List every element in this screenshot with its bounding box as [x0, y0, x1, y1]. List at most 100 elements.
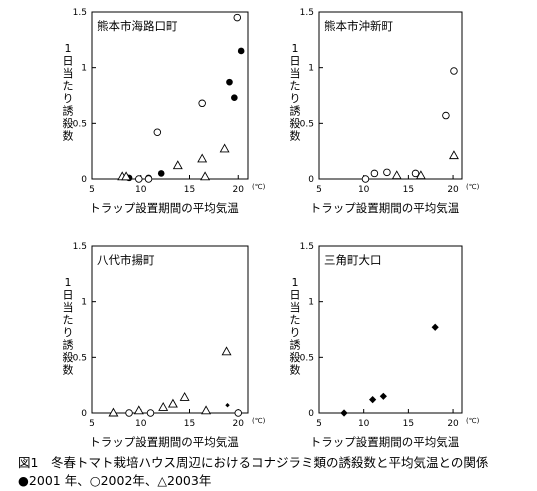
- marker-open-circle: [383, 168, 391, 177]
- y-tick-label: 1.5: [73, 8, 87, 18]
- y-tick-label: 0.5: [73, 353, 87, 363]
- x-tick-label: 5: [89, 419, 95, 429]
- y-axis-title: 1 日当たり誘殺数: [63, 276, 74, 377]
- y-axis-title-char: り: [290, 92, 301, 105]
- y-axis-title-char: 日: [63, 55, 74, 68]
- y-axis-title-char: 日: [63, 289, 74, 302]
- y-axis-title-char: 数: [290, 130, 301, 143]
- plot-frame: [318, 11, 463, 180]
- x-tick-label: 5: [316, 419, 322, 429]
- y-tick-label: 0: [308, 175, 314, 185]
- x-tick-label: 15: [184, 419, 195, 429]
- y-axis-title-char: 当: [63, 66, 74, 80]
- marker-open-triangle: [179, 391, 190, 401]
- y-axis-title-char: 1: [292, 276, 299, 289]
- marker-filled-diamond: [379, 392, 387, 400]
- x-axis-title: トラップ設置期間の平均気温: [310, 201, 460, 215]
- x-unit-label: (℃): [466, 417, 480, 425]
- y-tick-label: 1: [81, 64, 87, 74]
- y-axis-title-char: 1: [65, 42, 72, 55]
- marker-open-circle: [153, 128, 162, 136]
- x-tick-label: 10: [358, 419, 370, 429]
- y-tick-label: 0: [81, 409, 87, 419]
- x-axis-title: トラップ設置期間の平均気温: [89, 435, 239, 449]
- marker-open-triangle: [197, 153, 208, 163]
- y-axis-title-char: た: [290, 314, 301, 327]
- y-axis-title-char: 1: [65, 276, 72, 289]
- marker-filled-circle: [226, 78, 233, 86]
- x-tick-label: 20: [233, 419, 245, 429]
- y-tick-label: 0: [81, 175, 87, 185]
- marker-open-circle: [198, 99, 206, 108]
- y-axis-title-char: 誘: [290, 105, 301, 118]
- marker-small-filled-diamond: [225, 403, 230, 408]
- x-tick-label: 20: [447, 185, 459, 195]
- marker-open-triangle: [121, 171, 132, 181]
- y-tick-label: 1: [308, 298, 314, 308]
- y-tick-label: 0: [308, 409, 314, 419]
- marker-open-triangle: [219, 143, 230, 153]
- x-tick-label: 15: [403, 419, 414, 429]
- marker-filled-circle: [157, 170, 165, 177]
- x-tick-label: 15: [403, 185, 414, 195]
- x-axis-title: トラップ設置期間の平均気温: [89, 201, 239, 215]
- y-axis-title-char: た: [63, 314, 74, 327]
- y-axis-title-char: 殺: [290, 350, 301, 364]
- plot-frame: [91, 245, 249, 414]
- y-axis-title-char: 数: [290, 364, 301, 377]
- y-axis-title-char: 当: [290, 300, 301, 314]
- figure-caption-title: 図1 冬春トマト栽培ハウス周辺におけるコナジラミ類の誘殺数と平均気温との関係: [18, 455, 489, 470]
- marker-open-triangle: [201, 405, 212, 415]
- y-axis-title-char: 日: [290, 55, 301, 68]
- y-axis-title-char: た: [290, 80, 301, 93]
- y-tick-label: 1.5: [73, 242, 87, 252]
- y-axis-title-char: 殺: [290, 116, 301, 130]
- marker-filled-diamond: [340, 409, 348, 417]
- marker-open-circle: [370, 169, 379, 178]
- y-tick-label: 1: [308, 64, 314, 74]
- x-unit-label: (℃): [466, 183, 480, 191]
- marker-open-circle: [234, 409, 242, 417]
- panel-title: 八代市揚町: [97, 253, 155, 267]
- x-unit-label: (℃): [252, 183, 266, 191]
- marker-open-circle: [411, 169, 420, 178]
- marker-open-circle: [361, 175, 370, 183]
- y-axis-title-char: 1: [292, 42, 299, 55]
- marker-open-triangle: [167, 398, 178, 408]
- y-axis-title-char: 殺: [63, 350, 74, 364]
- marker-open-triangle: [133, 405, 144, 415]
- plot-frame: [91, 11, 249, 180]
- y-axis-title-char: り: [290, 326, 301, 339]
- marker-open-circle: [125, 409, 133, 417]
- y-axis-title-char: 数: [63, 130, 74, 143]
- marker-open-circle: [135, 175, 143, 183]
- x-tick-label: 15: [184, 185, 195, 195]
- x-axis-title: トラップ設置期間の平均気温: [310, 435, 460, 449]
- y-tick-label: 1: [81, 298, 87, 308]
- marker-filled-circle: [237, 47, 245, 55]
- marker-open-triangle: [221, 346, 232, 356]
- x-tick-label: 10: [135, 185, 147, 195]
- marker-filled-diamond: [369, 396, 377, 404]
- marker-open-circle: [146, 409, 155, 417]
- y-axis-title-char: 誘: [290, 339, 301, 352]
- marker-open-circle: [442, 111, 450, 120]
- marker-filled-diamond: [431, 323, 439, 331]
- x-tick-label: 5: [316, 185, 322, 195]
- marker-open-triangle: [391, 170, 402, 180]
- marker-open-triangle: [200, 171, 211, 181]
- y-axis-title: 1 日当たり誘殺数: [290, 42, 301, 143]
- y-tick-label: 0.5: [300, 119, 314, 129]
- y-axis-title-char: 誘: [63, 339, 74, 352]
- y-axis-title-char: 誘: [63, 105, 74, 118]
- y-tick-label: 1.5: [300, 8, 314, 18]
- x-tick-label: 10: [358, 185, 370, 195]
- panel-title: 熊本市海路口町: [97, 19, 178, 33]
- y-tick-label: 0.5: [73, 119, 87, 129]
- y-tick-label: 1.5: [300, 242, 314, 252]
- plot-frame: [318, 245, 463, 414]
- y-axis-title-char: 日: [290, 289, 301, 302]
